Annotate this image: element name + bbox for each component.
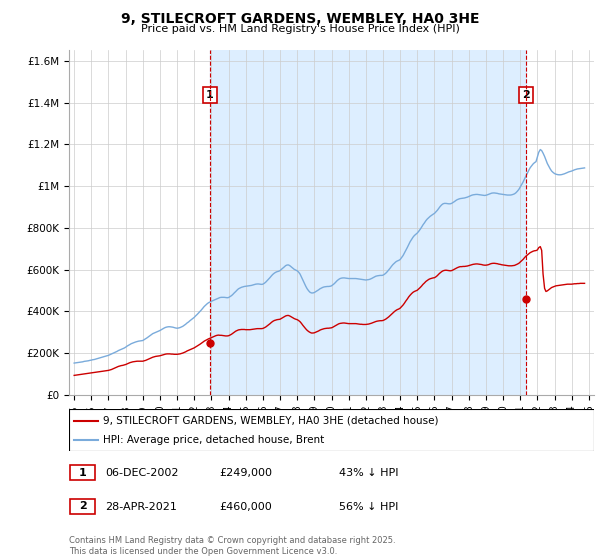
Text: 06-DEC-2002: 06-DEC-2002 bbox=[105, 468, 179, 478]
Text: 1: 1 bbox=[79, 468, 86, 478]
Text: 56% ↓ HPI: 56% ↓ HPI bbox=[339, 502, 398, 512]
Text: Price paid vs. HM Land Registry's House Price Index (HPI): Price paid vs. HM Land Registry's House … bbox=[140, 24, 460, 34]
Text: £249,000: £249,000 bbox=[219, 468, 272, 478]
Text: 28-APR-2021: 28-APR-2021 bbox=[105, 502, 177, 512]
Text: 2: 2 bbox=[522, 90, 530, 100]
Bar bbox=[210, 50, 526, 395]
Text: HPI: Average price, detached house, Brent: HPI: Average price, detached house, Bren… bbox=[103, 435, 325, 445]
Text: 43% ↓ HPI: 43% ↓ HPI bbox=[339, 468, 398, 478]
Text: 9, STILECROFT GARDENS, WEMBLEY, HA0 3HE: 9, STILECROFT GARDENS, WEMBLEY, HA0 3HE bbox=[121, 12, 479, 26]
Text: 1: 1 bbox=[206, 90, 214, 100]
Text: Contains HM Land Registry data © Crown copyright and database right 2025.
This d: Contains HM Land Registry data © Crown c… bbox=[69, 536, 395, 556]
Text: 9, STILECROFT GARDENS, WEMBLEY, HA0 3HE (detached house): 9, STILECROFT GARDENS, WEMBLEY, HA0 3HE … bbox=[103, 416, 439, 426]
Text: 2: 2 bbox=[79, 501, 86, 511]
Text: £460,000: £460,000 bbox=[219, 502, 272, 512]
